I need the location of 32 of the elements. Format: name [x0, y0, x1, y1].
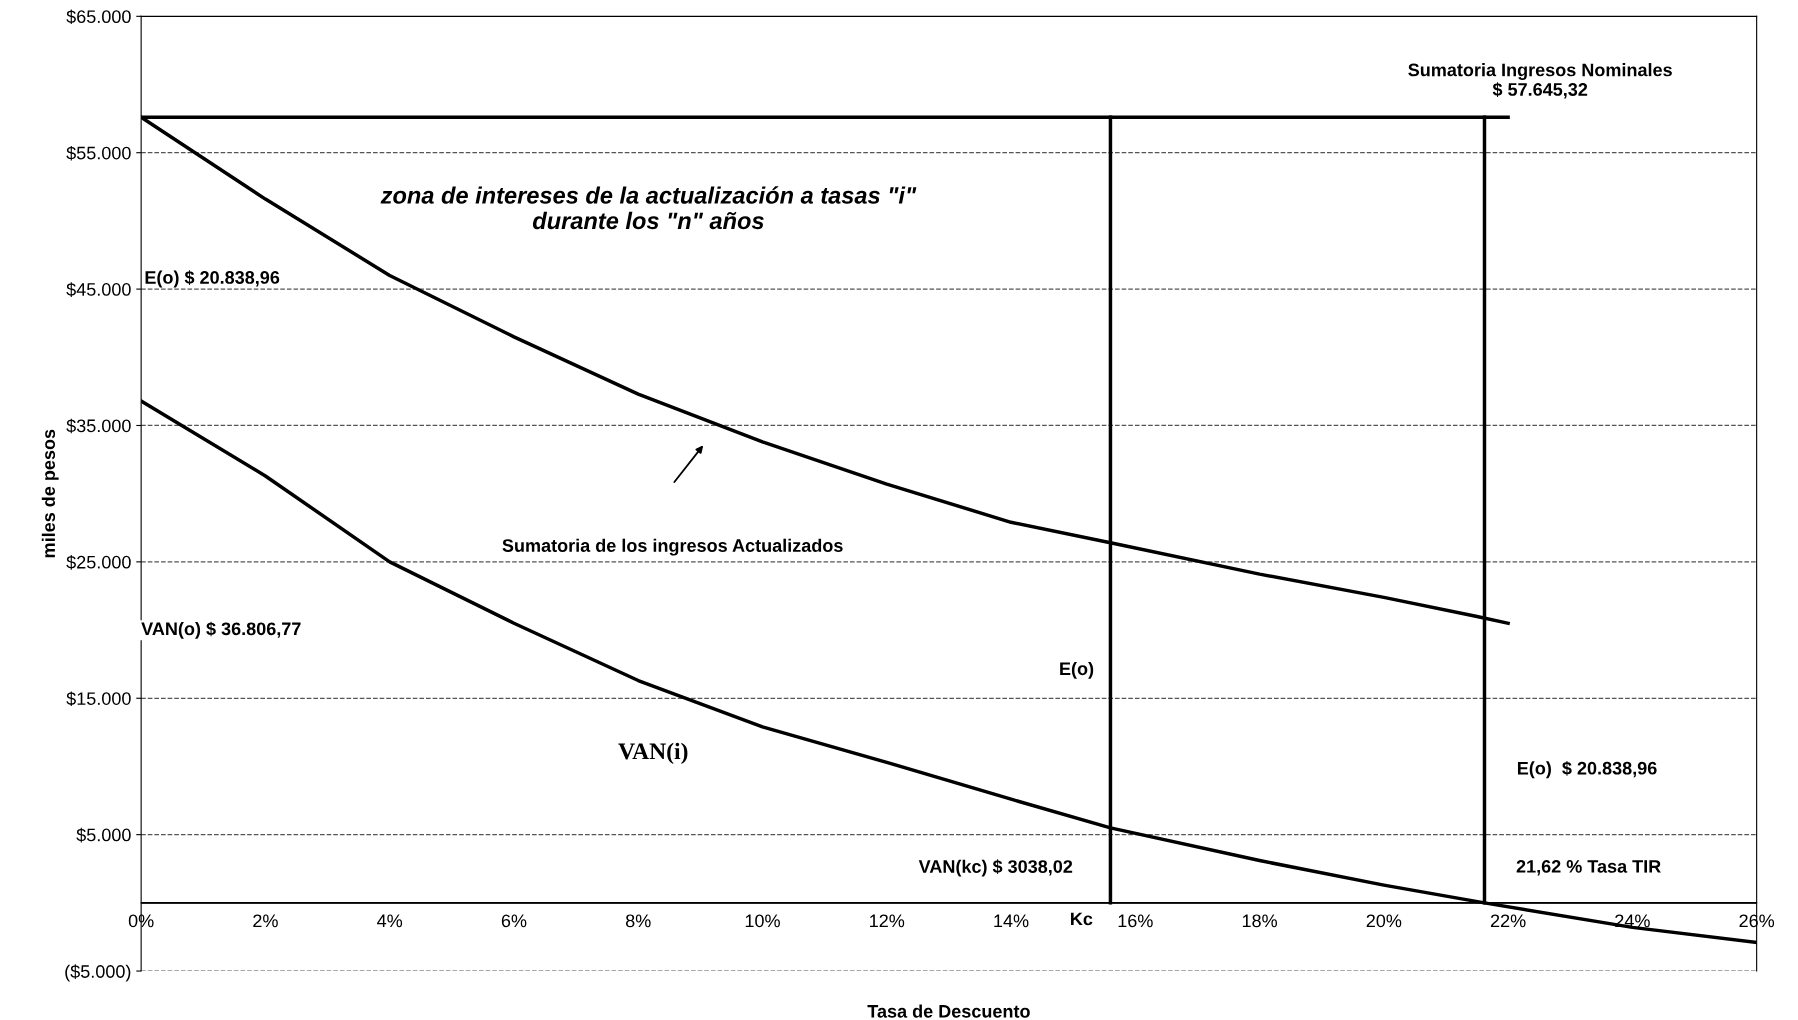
y-tick-label: $45.000 — [66, 282, 131, 297]
annotation: Kc — [1071, 912, 1093, 926]
y-axis-title: miles de pesos — [41, 429, 59, 558]
y-tick-label: $65.000 — [66, 9, 131, 25]
annotation: zona de intereses de la actualización a tasas "i" durante los "n" años — [380, 186, 917, 230]
x-tick-label: 20% — [1366, 914, 1402, 928]
annotation: VAN(o) $ 36.806,77 — [141, 621, 301, 639]
annotation: Sumatoria de los ingresos Actualizados — [502, 538, 843, 556]
y-tick-label: $5.000 — [76, 827, 131, 843]
y-tick-label: $15.000 — [66, 691, 131, 707]
x-axis-title: Tasa de Descuento — [867, 1004, 1030, 1018]
x-tick-label: 22% — [1490, 914, 1526, 928]
annotation: Sumatoria Ingresos Nominales $ 57.645,32 — [1408, 63, 1672, 99]
x-tick-label: 12% — [870, 914, 905, 928]
x-tick-label: 18% — [1242, 914, 1277, 928]
annotation: VAN(i) — [618, 742, 688, 765]
annotation: 21,62 % Tasa TIR — [1516, 859, 1661, 876]
x-tick-label: 14% — [994, 914, 1029, 928]
annotation: E(o) $ 20.838,96 — [1517, 761, 1657, 779]
y-tick-label: $35.000 — [66, 418, 131, 434]
x-tick-label: 10% — [745, 914, 780, 928]
x-tick-label: 2% — [253, 914, 278, 928]
x-tick-label: 4% — [377, 914, 403, 928]
y-tick-label: ($5.000) — [65, 964, 131, 982]
y-tick-label: $55.000 — [66, 145, 131, 161]
annotation: E(o) — [1060, 661, 1094, 679]
x-tick-label: 8% — [625, 914, 651, 928]
x-tick-label: 6% — [501, 914, 527, 928]
annotation: VAN(kc) $ 3038,02 — [918, 859, 1073, 877]
x-tick-label: 16% — [1118, 914, 1153, 928]
annotation: E(o) $ 20.838,96 — [145, 270, 280, 288]
y-tick-label: $25.000 — [66, 555, 131, 570]
